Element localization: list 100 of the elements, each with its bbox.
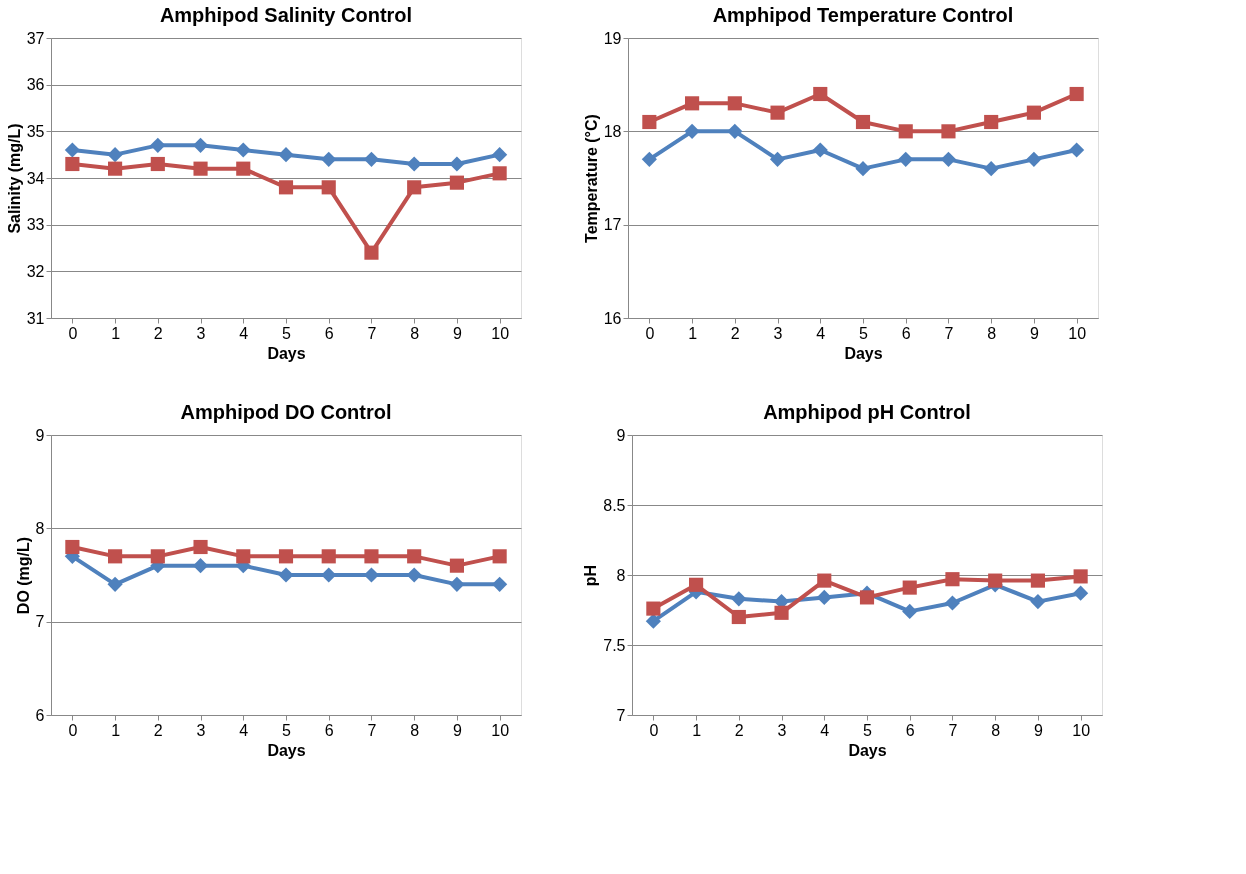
x-tick-label: 10	[491, 324, 510, 342]
point	[898, 124, 913, 139]
x-axis-title: Days	[844, 344, 883, 362]
point	[321, 549, 336, 564]
point	[449, 156, 465, 172]
y-tick-label: 36	[26, 76, 45, 94]
x-tick-label: 2	[153, 324, 163, 342]
y-tick-label: 16	[603, 309, 622, 327]
x-tick-label: 1	[688, 324, 698, 342]
x-axis-title: Days	[267, 344, 306, 362]
y-axis-title: DO (mg/L)	[14, 536, 32, 615]
point	[193, 539, 208, 555]
x-tick-label: 8	[410, 721, 420, 739]
point	[988, 573, 1003, 588]
x-tick-label: 10	[1068, 324, 1087, 342]
point	[108, 161, 123, 176]
x-tick-label: 5	[282, 721, 292, 739]
point	[407, 180, 422, 195]
x-tick-label: 2	[734, 721, 744, 739]
x-tick-label: 2	[153, 721, 163, 739]
point	[902, 580, 917, 595]
y-tick-label: 7.5	[603, 636, 626, 654]
point	[492, 166, 507, 181]
y-tick-label: 32	[26, 262, 45, 280]
y-tick-label: 8	[616, 566, 626, 584]
point	[855, 161, 871, 177]
point	[812, 142, 828, 158]
y-tick-label: 33	[26, 216, 45, 234]
point	[645, 613, 661, 629]
point	[449, 558, 464, 573]
point	[817, 573, 832, 588]
point	[1069, 86, 1084, 102]
x-tick-label: 0	[68, 721, 78, 739]
point	[64, 142, 80, 158]
point	[321, 180, 336, 195]
x-tick-label: 9	[1033, 721, 1043, 739]
point	[492, 147, 508, 163]
x-tick-label: 7	[367, 324, 377, 342]
y-tick-label: 18	[603, 122, 622, 140]
x-tick-label: 9	[1029, 324, 1039, 342]
x-tick-label: 0	[649, 721, 659, 739]
y-tick-label: 35	[26, 122, 45, 140]
point	[944, 595, 961, 611]
y-tick-label: 9	[616, 426, 626, 444]
x-tick-label: 5	[859, 324, 869, 342]
x-axis-title: Days	[267, 741, 306, 759]
x-tick-label: 8	[987, 324, 997, 342]
x-tick-label: 4	[816, 324, 826, 342]
point	[321, 151, 337, 167]
y-axis-title: pH	[582, 564, 600, 587]
point	[107, 576, 123, 592]
point	[449, 576, 465, 592]
point	[689, 577, 704, 592]
x-tick-label: 7	[367, 721, 377, 739]
y-tick-label: 7	[35, 613, 45, 631]
x-tick-label: 6	[324, 721, 334, 739]
x-tick-label: 8	[991, 721, 1001, 739]
point	[1026, 105, 1041, 120]
y-tick-label: 8	[35, 519, 45, 537]
point	[363, 151, 380, 167]
point	[407, 549, 422, 564]
y-tick-label: 6	[35, 706, 45, 724]
point	[193, 161, 208, 176]
y-tick-label: 37	[26, 29, 45, 47]
point	[107, 147, 123, 163]
x-tick-label: 6	[901, 324, 911, 342]
point	[278, 147, 294, 163]
x-tick-label: 5	[863, 721, 873, 739]
point	[406, 567, 422, 583]
point	[940, 151, 957, 167]
point	[1069, 142, 1085, 158]
x-tick-label: 10	[1072, 721, 1091, 739]
point	[898, 151, 914, 167]
point	[236, 161, 251, 176]
x-tick-label: 5	[282, 324, 292, 342]
point	[1030, 573, 1045, 588]
point	[813, 86, 828, 102]
point	[646, 601, 661, 616]
point	[983, 161, 999, 177]
point	[235, 142, 251, 158]
point	[945, 572, 960, 587]
point	[278, 549, 294, 564]
x-tick-label: 2	[730, 324, 740, 342]
point	[727, 96, 742, 111]
point	[449, 175, 464, 190]
point	[278, 180, 294, 195]
point	[685, 96, 700, 111]
x-tick-label: 3	[196, 721, 206, 739]
point	[727, 123, 743, 139]
y-axis-title: Salinity (mg/L)	[5, 123, 23, 234]
x-tick-label: 1	[111, 324, 121, 342]
point	[278, 567, 294, 583]
point	[770, 105, 785, 120]
point	[150, 137, 166, 153]
chart-title: Amphipod pH Control	[763, 401, 971, 423]
x-tick-label: 9	[452, 721, 462, 739]
x-tick-label: 4	[239, 721, 249, 739]
point	[406, 156, 422, 172]
point	[769, 151, 786, 167]
point	[984, 114, 999, 130]
